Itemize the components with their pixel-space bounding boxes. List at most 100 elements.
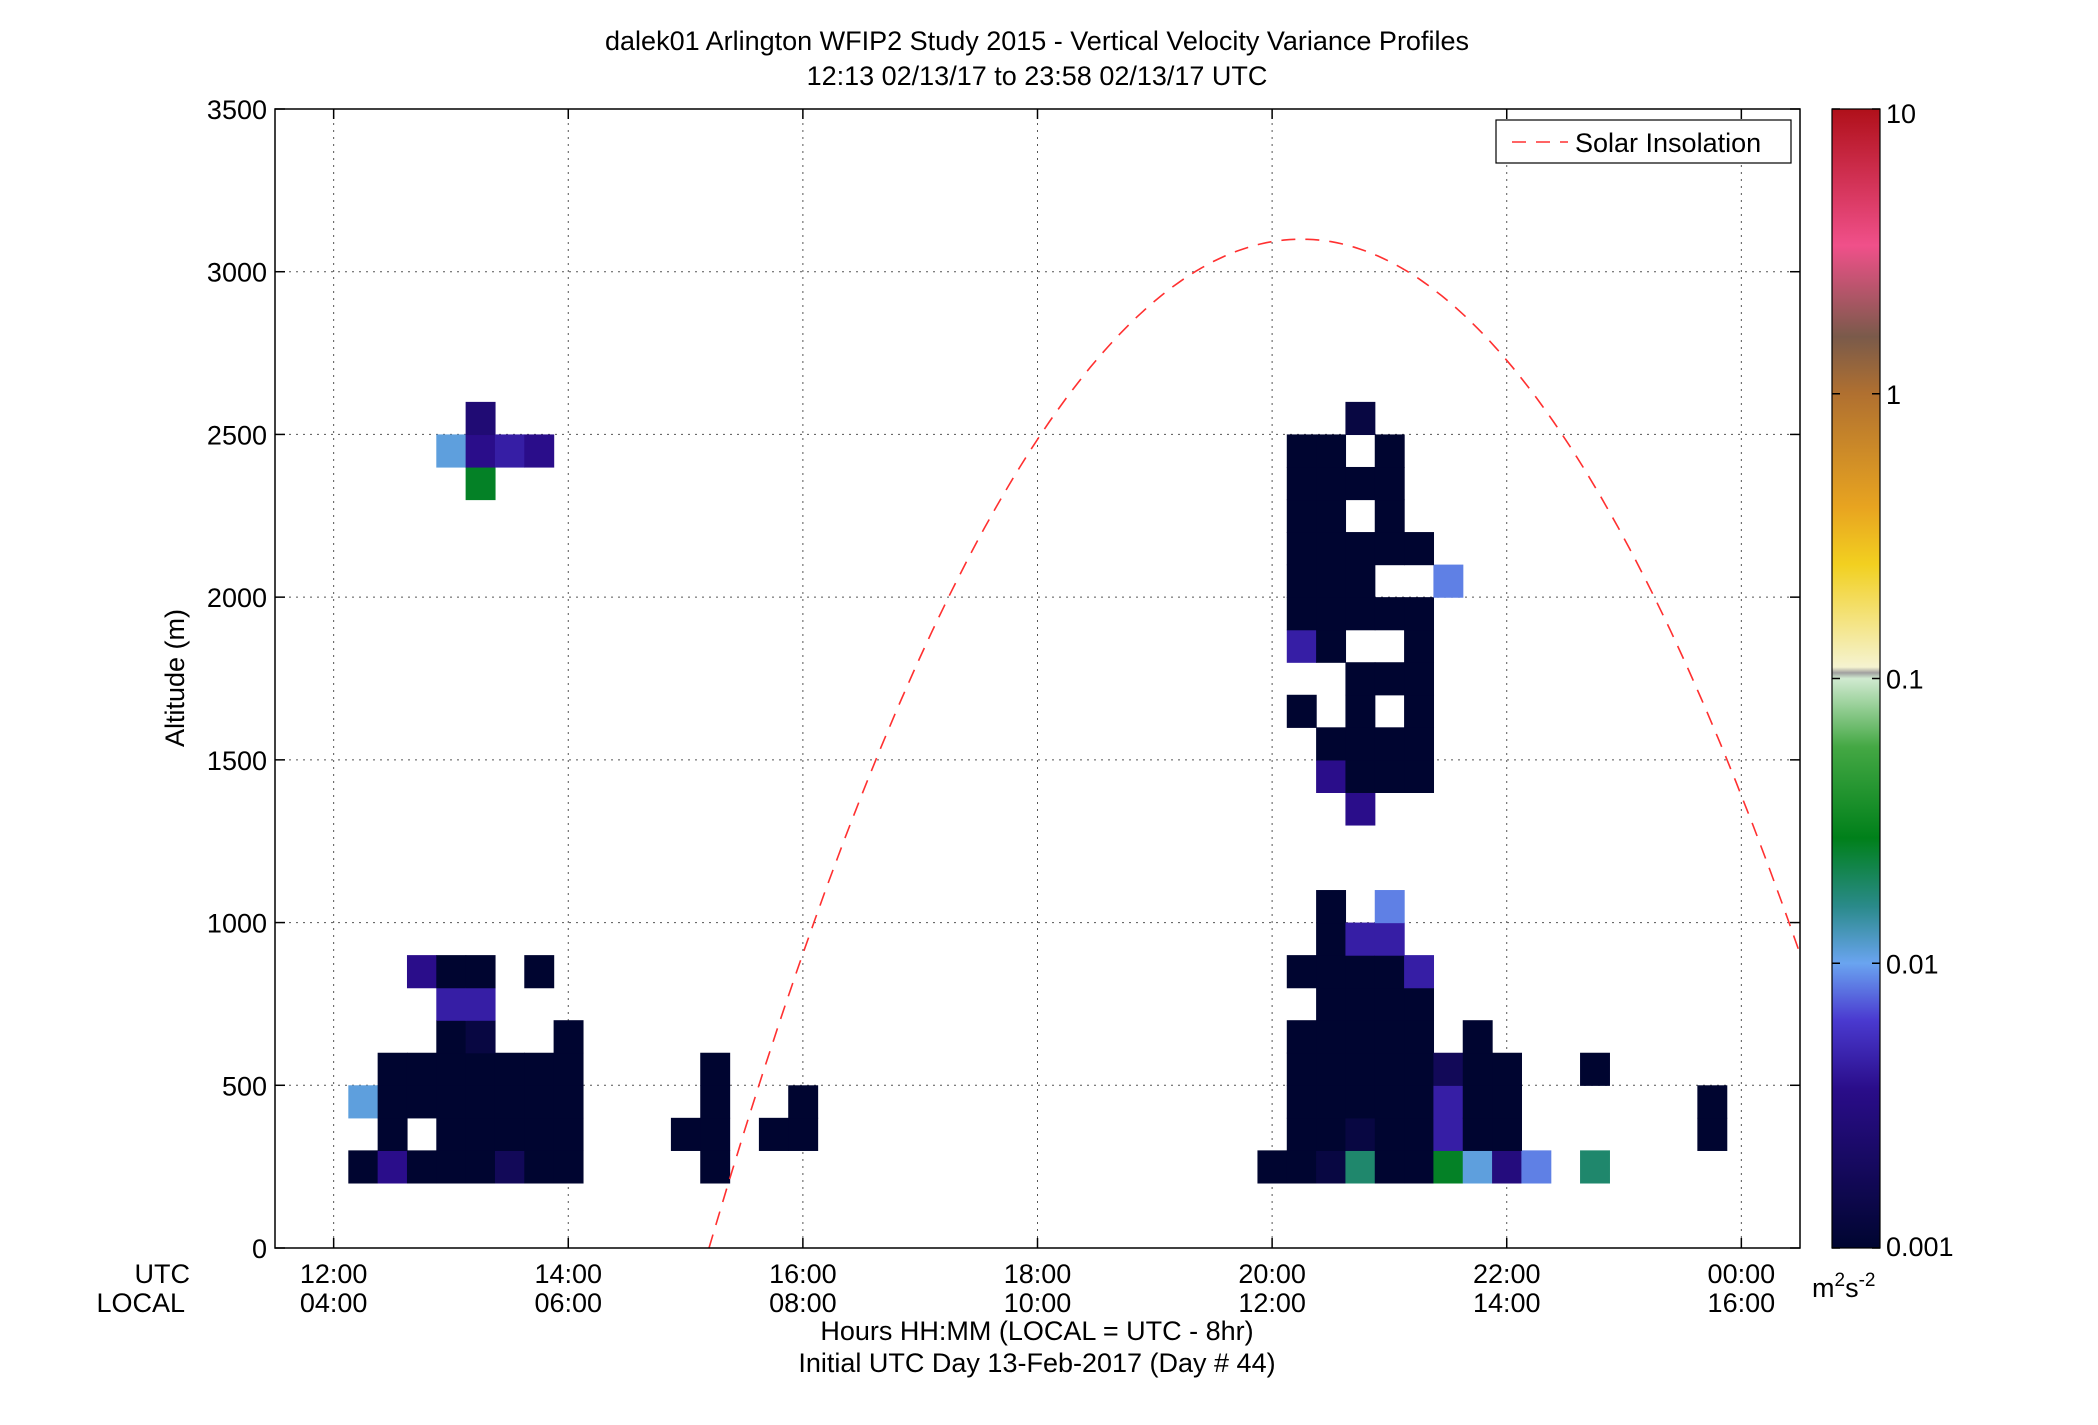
heatmap-cell — [1433, 1052, 1464, 1086]
heatmap-cell — [406, 955, 437, 989]
heatmap-cell — [1492, 1052, 1522, 1086]
x-row-label-utc: UTC — [135, 1259, 191, 1289]
heatmap-cell — [1345, 1085, 1376, 1119]
heatmap-cell — [377, 1117, 408, 1151]
x-axis-label-day: Initial UTC Day 13-Feb-2017 (Day # 44) — [798, 1348, 1275, 1378]
heatmap-cell — [436, 1052, 467, 1086]
heatmap-cell — [1286, 466, 1317, 501]
heatmap-cell — [377, 1052, 408, 1086]
x-tick-label-utc: 16:00 — [769, 1259, 837, 1289]
heatmap-cell — [1345, 759, 1376, 793]
heatmap-cell — [788, 1085, 819, 1119]
heatmap-cell — [1404, 759, 1435, 793]
heatmap-cell — [1492, 1150, 1522, 1184]
y-axis: 0 500 1000 1500 2000 2500 3000 3500 — [207, 95, 1800, 1264]
grid — [275, 109, 1800, 1248]
heatmap-cell — [1345, 987, 1376, 1021]
heatmap-cell — [1404, 662, 1435, 696]
colorbar-tick-label: 0.001 — [1886, 1232, 1954, 1262]
heatmap-cell — [1316, 564, 1347, 598]
heatmap-cell — [465, 987, 496, 1021]
heatmap-cell — [436, 1117, 467, 1151]
heatmap-cell — [1286, 532, 1317, 566]
heatmap-cell — [1316, 955, 1347, 989]
legend: Solar Insolation — [1495, 119, 1792, 164]
heatmap-cell — [1374, 1052, 1405, 1086]
heatmap-cell — [1462, 1020, 1493, 1054]
heatmap-cell — [465, 1020, 496, 1054]
heatmap-cell — [1462, 1052, 1493, 1086]
x-tick-label-utc: 20:00 — [1238, 1259, 1306, 1289]
x-tick-label-utc: 14:00 — [534, 1259, 602, 1289]
heatmap-cell — [1345, 532, 1376, 566]
heatmap-cell — [1316, 759, 1347, 793]
heatmap-cell — [524, 955, 555, 989]
heatmap-cell — [1521, 1150, 1552, 1184]
heatmap-cell — [1316, 1117, 1347, 1151]
heatmap-cell — [700, 1150, 731, 1184]
heatmap-cell — [1374, 1020, 1405, 1054]
heatmap-cell — [1404, 1020, 1435, 1054]
heatmap-cell — [1316, 987, 1347, 1021]
heatmap-cell — [1374, 922, 1405, 956]
heatmap-cell — [1462, 1117, 1493, 1151]
heatmap-cell — [1286, 1052, 1317, 1086]
heatmap-cell — [494, 1052, 525, 1086]
x-tick-label-utc: 00:00 — [1708, 1259, 1776, 1289]
heatmap-cell — [406, 1085, 437, 1119]
heatmap-cell — [1404, 1052, 1435, 1086]
heatmap-cell — [465, 401, 496, 436]
heatmap-cell — [1286, 694, 1317, 728]
heatmap-cell — [1492, 1085, 1522, 1119]
heatmap-cell — [1404, 1117, 1435, 1151]
x-tick-label-local: 16:00 — [1708, 1288, 1776, 1318]
heatmap-cell — [1316, 890, 1347, 924]
colorbar-tick-label: 10 — [1886, 99, 1916, 129]
y-axis-label: Altitude (m) — [160, 609, 190, 747]
heatmap-cell — [758, 1117, 789, 1151]
x-tick-label-local: 04:00 — [300, 1288, 368, 1318]
heatmap-cell — [1345, 1052, 1376, 1086]
heatmap-cell — [1345, 922, 1376, 956]
heatmap-cell — [1404, 694, 1435, 728]
heatmap-cell — [465, 1052, 496, 1086]
heatmap-cell — [1316, 922, 1347, 956]
x-axis-label: Hours HH:MM (LOCAL = UTC - 8hr) — [820, 1316, 1253, 1346]
heatmap-cell — [1580, 1150, 1610, 1184]
heatmap-cell — [1345, 727, 1376, 761]
heatmap-cell — [1374, 1150, 1405, 1184]
heatmap-cell — [1316, 532, 1347, 566]
y-tick-label: 0 — [252, 1234, 267, 1264]
heatmap-cell — [1433, 1117, 1464, 1151]
heatmap-cell — [377, 1150, 408, 1184]
heatmap-cell — [1462, 1085, 1493, 1119]
heatmap-cell — [1374, 955, 1405, 989]
heatmap-cell — [436, 987, 467, 1021]
heatmap-cell — [1404, 1085, 1435, 1119]
heatmap-cell — [1345, 597, 1376, 631]
heatmap-cell — [1492, 1117, 1522, 1151]
heatmap-cell — [524, 1150, 555, 1184]
heatmap-cell — [700, 1052, 731, 1086]
heatmap-cell — [465, 1117, 496, 1151]
heatmap-cell — [494, 1085, 525, 1119]
heatmap-cell — [1316, 434, 1347, 468]
heatmap-cell — [1374, 532, 1405, 566]
heatmap-cell — [1286, 434, 1317, 468]
heatmap-cell — [1316, 629, 1347, 663]
heatmap-cell — [1404, 629, 1435, 663]
colorbar-units: m2s-2 — [1812, 1270, 1875, 1303]
heatmap-cell — [1374, 499, 1405, 533]
colorbar-tick-label: 0.1 — [1886, 665, 1924, 695]
heatmap-cell — [1286, 955, 1317, 989]
heatmap-cell — [1462, 1150, 1493, 1184]
colorbar-tick-label: 0.01 — [1886, 949, 1939, 979]
heatmap-cell — [1580, 1052, 1610, 1086]
x-tick-label-local: 10:00 — [1004, 1288, 1072, 1318]
heatmap-cell — [494, 1150, 525, 1184]
x-tick-label-utc: 12:00 — [300, 1259, 368, 1289]
heatmap-cell — [1345, 1117, 1376, 1151]
heatmap-cell — [1404, 727, 1435, 761]
chart-title: dalek01 Arlington WFIP2 Study 2015 - Ver… — [605, 26, 1469, 56]
